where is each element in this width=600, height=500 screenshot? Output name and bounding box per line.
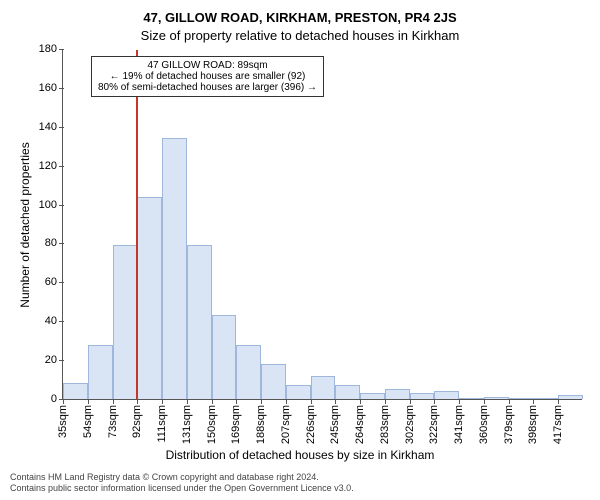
x-axis-label: Distribution of detached houses by size … bbox=[0, 448, 600, 462]
x-tick-mark bbox=[509, 399, 510, 404]
x-tick: 264sqm bbox=[354, 405, 366, 444]
x-tick: 35sqm bbox=[57, 405, 69, 438]
histogram-bar bbox=[261, 364, 286, 399]
y-tick: 40 bbox=[45, 315, 63, 327]
x-tick: 302sqm bbox=[404, 405, 416, 444]
page-title-subtitle: Size of property relative to detached ho… bbox=[0, 28, 600, 43]
y-tick: 60 bbox=[45, 276, 63, 288]
x-tick: 283sqm bbox=[379, 405, 391, 444]
histogram-bar bbox=[360, 393, 385, 399]
x-tick-mark bbox=[533, 399, 534, 404]
histogram-bar bbox=[113, 245, 138, 399]
x-tick-mark bbox=[484, 399, 485, 404]
x-tick: 207sqm bbox=[280, 405, 292, 444]
footer-line: Contains public sector information licen… bbox=[10, 483, 354, 494]
histogram-bar bbox=[187, 245, 212, 399]
histogram-bar bbox=[558, 395, 583, 399]
x-tick-mark bbox=[212, 399, 213, 404]
histogram-bar bbox=[286, 385, 311, 399]
y-axis-label: Number of detached properties bbox=[18, 142, 32, 307]
footer-line: Contains HM Land Registry data © Crown c… bbox=[10, 472, 354, 483]
x-tick-mark bbox=[286, 399, 287, 404]
x-tick: 131sqm bbox=[181, 405, 193, 444]
x-tick-mark bbox=[88, 399, 89, 404]
histogram-bar bbox=[137, 197, 162, 399]
y-tick: 180 bbox=[39, 43, 63, 55]
x-tick: 169sqm bbox=[230, 405, 242, 444]
x-tick-mark bbox=[236, 399, 237, 404]
x-tick: 54sqm bbox=[82, 405, 94, 438]
x-tick: 417sqm bbox=[552, 405, 564, 444]
histogram-bar bbox=[533, 398, 558, 399]
histogram-bar bbox=[459, 398, 484, 399]
histogram-bar bbox=[509, 398, 534, 399]
x-tick-mark bbox=[385, 399, 386, 404]
histogram-bar bbox=[410, 393, 435, 399]
x-tick-mark bbox=[162, 399, 163, 404]
histogram-bar bbox=[385, 389, 410, 399]
histogram-bar bbox=[63, 383, 88, 399]
y-tick: 120 bbox=[39, 160, 63, 172]
reference-line bbox=[136, 50, 138, 399]
histogram-bar bbox=[335, 385, 360, 399]
y-tick: 100 bbox=[39, 199, 63, 211]
x-tick: 322sqm bbox=[428, 405, 440, 444]
x-tick: 150sqm bbox=[206, 405, 218, 444]
x-tick-mark bbox=[335, 399, 336, 404]
footer-attribution: Contains HM Land Registry data © Crown c… bbox=[10, 472, 354, 495]
x-tick-mark bbox=[459, 399, 460, 404]
histogram-bar bbox=[162, 138, 187, 399]
x-tick: 360sqm bbox=[478, 405, 490, 444]
x-tick: 188sqm bbox=[255, 405, 267, 444]
x-tick: 111sqm bbox=[156, 405, 168, 443]
annotation-line: 47 GILLOW ROAD: 89sqm bbox=[98, 60, 317, 71]
x-tick: 341sqm bbox=[453, 405, 465, 444]
histogram-bar bbox=[88, 345, 113, 399]
x-tick-mark bbox=[63, 399, 64, 404]
chart-plot-area: 02040608010012014016018035sqm54sqm73sqm9… bbox=[62, 50, 582, 400]
histogram-bar bbox=[311, 376, 336, 399]
annotation-line: ← 19% of detached houses are smaller (92… bbox=[98, 71, 317, 82]
x-tick-mark bbox=[261, 399, 262, 404]
histogram-bar bbox=[212, 315, 237, 399]
x-tick: 398sqm bbox=[527, 405, 539, 444]
x-tick: 226sqm bbox=[305, 405, 317, 444]
histogram-bar bbox=[484, 397, 509, 399]
x-tick-mark bbox=[558, 399, 559, 404]
histogram-bar bbox=[236, 345, 261, 399]
y-tick: 20 bbox=[45, 354, 63, 366]
x-tick-mark bbox=[137, 399, 138, 404]
histogram-bar bbox=[434, 391, 459, 399]
y-tick: 160 bbox=[39, 82, 63, 94]
x-tick: 73sqm bbox=[107, 405, 119, 438]
y-tick: 0 bbox=[51, 393, 63, 405]
annotation-line: 80% of semi-detached houses are larger (… bbox=[98, 82, 317, 93]
x-tick: 379sqm bbox=[503, 405, 515, 444]
x-tick-mark bbox=[113, 399, 114, 404]
y-tick: 140 bbox=[39, 121, 63, 133]
y-tick: 80 bbox=[45, 237, 63, 249]
x-tick-mark bbox=[360, 399, 361, 404]
page-title-address: 47, GILLOW ROAD, KIRKHAM, PRESTON, PR4 2… bbox=[0, 10, 600, 25]
x-tick-mark bbox=[311, 399, 312, 404]
x-tick-mark bbox=[410, 399, 411, 404]
x-tick-mark bbox=[187, 399, 188, 404]
x-tick: 92sqm bbox=[131, 405, 143, 438]
x-tick-mark bbox=[434, 399, 435, 404]
x-tick: 245sqm bbox=[329, 405, 341, 444]
annotation-box: 47 GILLOW ROAD: 89sqm← 19% of detached h… bbox=[91, 56, 324, 97]
